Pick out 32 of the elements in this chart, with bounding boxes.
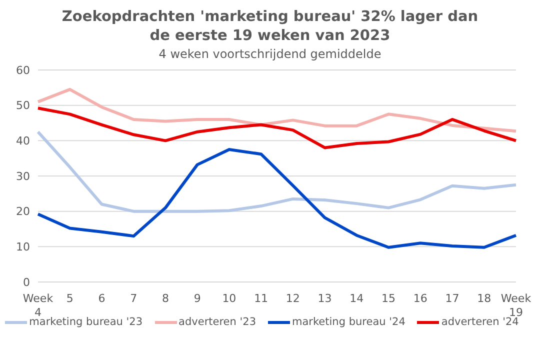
- x-tick-label: 15: [382, 292, 396, 305]
- y-tick-label: 20: [16, 205, 30, 218]
- y-tick-label: 30: [16, 170, 30, 183]
- x-tick-label: 6: [98, 292, 106, 305]
- x-tick-label: 12: [286, 292, 300, 305]
- legend-label: adverteren '23: [178, 316, 256, 328]
- line-series: [36, 88, 518, 133]
- x-tick-label: 13: [318, 292, 332, 305]
- x-tick-label: 8: [162, 292, 169, 305]
- x-tick-label: 10: [222, 292, 236, 305]
- legend-label: marketing bureau '23: [28, 316, 143, 328]
- y-tick-label: 60: [16, 64, 30, 77]
- x-tick-label: 14: [350, 292, 364, 305]
- x-tick-label: 7: [130, 292, 138, 305]
- y-tick-label: 50: [16, 99, 30, 112]
- y-tick-label: 40: [16, 134, 30, 148]
- line-series: [36, 106, 518, 150]
- x-tick-label: 11: [254, 292, 268, 305]
- x-tick-label: Week 4: [22, 292, 54, 319]
- x-tick-label: 9: [194, 292, 201, 305]
- x-tick-label: 5: [66, 292, 74, 305]
- chart-subtitle: 4 weken voortschrijdend gemiddelde: [158, 46, 382, 62]
- x-tick-label: 16: [413, 292, 428, 305]
- x-tick-label: 18: [477, 292, 492, 305]
- line-series: [36, 148, 518, 249]
- legend-label: adverteren '24: [440, 316, 519, 328]
- y-tick-label: 10: [16, 240, 30, 254]
- chart-title: Zoekopdrachten 'marketing bureau' 32% lager dan de eerste 19 weken van 2023: [60, 8, 480, 46]
- y-tick-label: 0: [23, 276, 30, 289]
- legend-label: marketing bureau '24: [291, 316, 406, 328]
- x-tick-label: 17: [445, 292, 460, 305]
- line-series: [36, 130, 518, 213]
